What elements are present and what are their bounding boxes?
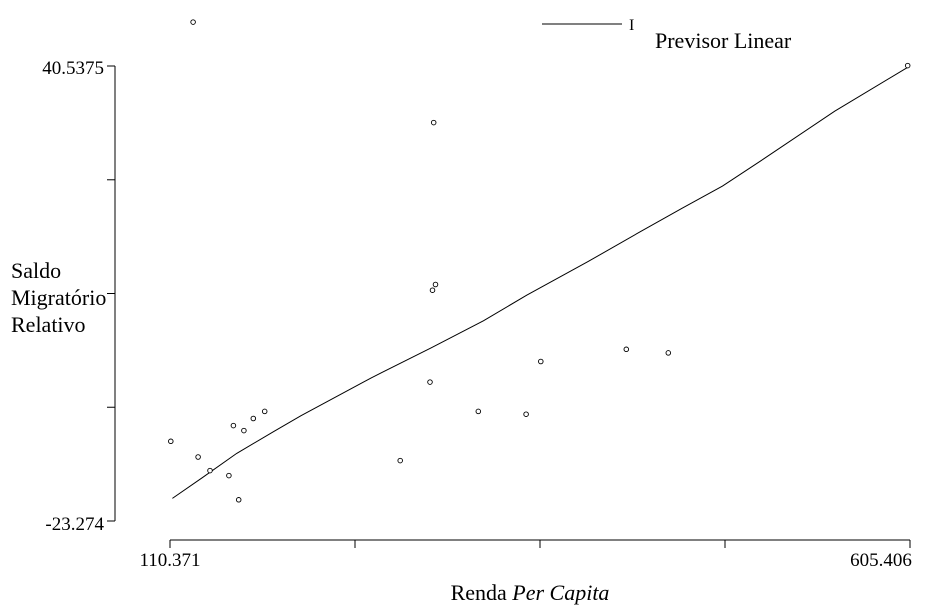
linear-predictor-line (172, 65, 910, 499)
data-point (904, 62, 911, 69)
data-points-layer (168, 19, 911, 503)
x-tick-label-left: 110.371 (139, 550, 200, 571)
data-point (230, 422, 237, 429)
data-point (397, 457, 403, 464)
data-point (226, 472, 232, 479)
data-point (665, 350, 672, 356)
data-point (427, 379, 433, 385)
data-point (623, 346, 630, 353)
data-point (235, 497, 242, 503)
data-point (475, 408, 482, 415)
x-axis-title: Renda Per Capita (451, 580, 610, 605)
data-point (168, 438, 174, 445)
data-point (538, 358, 544, 365)
data-point (429, 287, 436, 293)
y-axis-title-line-3: Relativo (11, 312, 86, 337)
data-point (523, 411, 529, 417)
x-tick-label-right: 605.406 (850, 550, 912, 571)
x-axis-title-italic: Per Capita (511, 580, 609, 605)
linear-predictor-layer (172, 65, 910, 499)
y-axis-title-line-2: Migratório (11, 285, 106, 310)
labels-layer: 40.5375 -23.274 110.371 605.406 Saldo Mi… (11, 17, 912, 605)
axes (107, 65, 911, 548)
data-point (207, 467, 213, 474)
data-point (250, 415, 257, 422)
data-point (190, 19, 196, 25)
data-point (261, 408, 268, 415)
y-axis-title-line-1: Saldo (11, 258, 61, 283)
y-tick-label-bottom: -23.274 (45, 514, 104, 535)
y-tick-label-top: 40.5375 (42, 58, 104, 79)
x-axis-title-main: Renda (451, 580, 513, 605)
data-point (430, 119, 437, 126)
data-point (195, 454, 201, 460)
legend-marker-label: I (629, 17, 634, 34)
data-point (241, 427, 247, 434)
legend-label: Previsor Linear (655, 28, 792, 53)
data-point (432, 281, 439, 288)
